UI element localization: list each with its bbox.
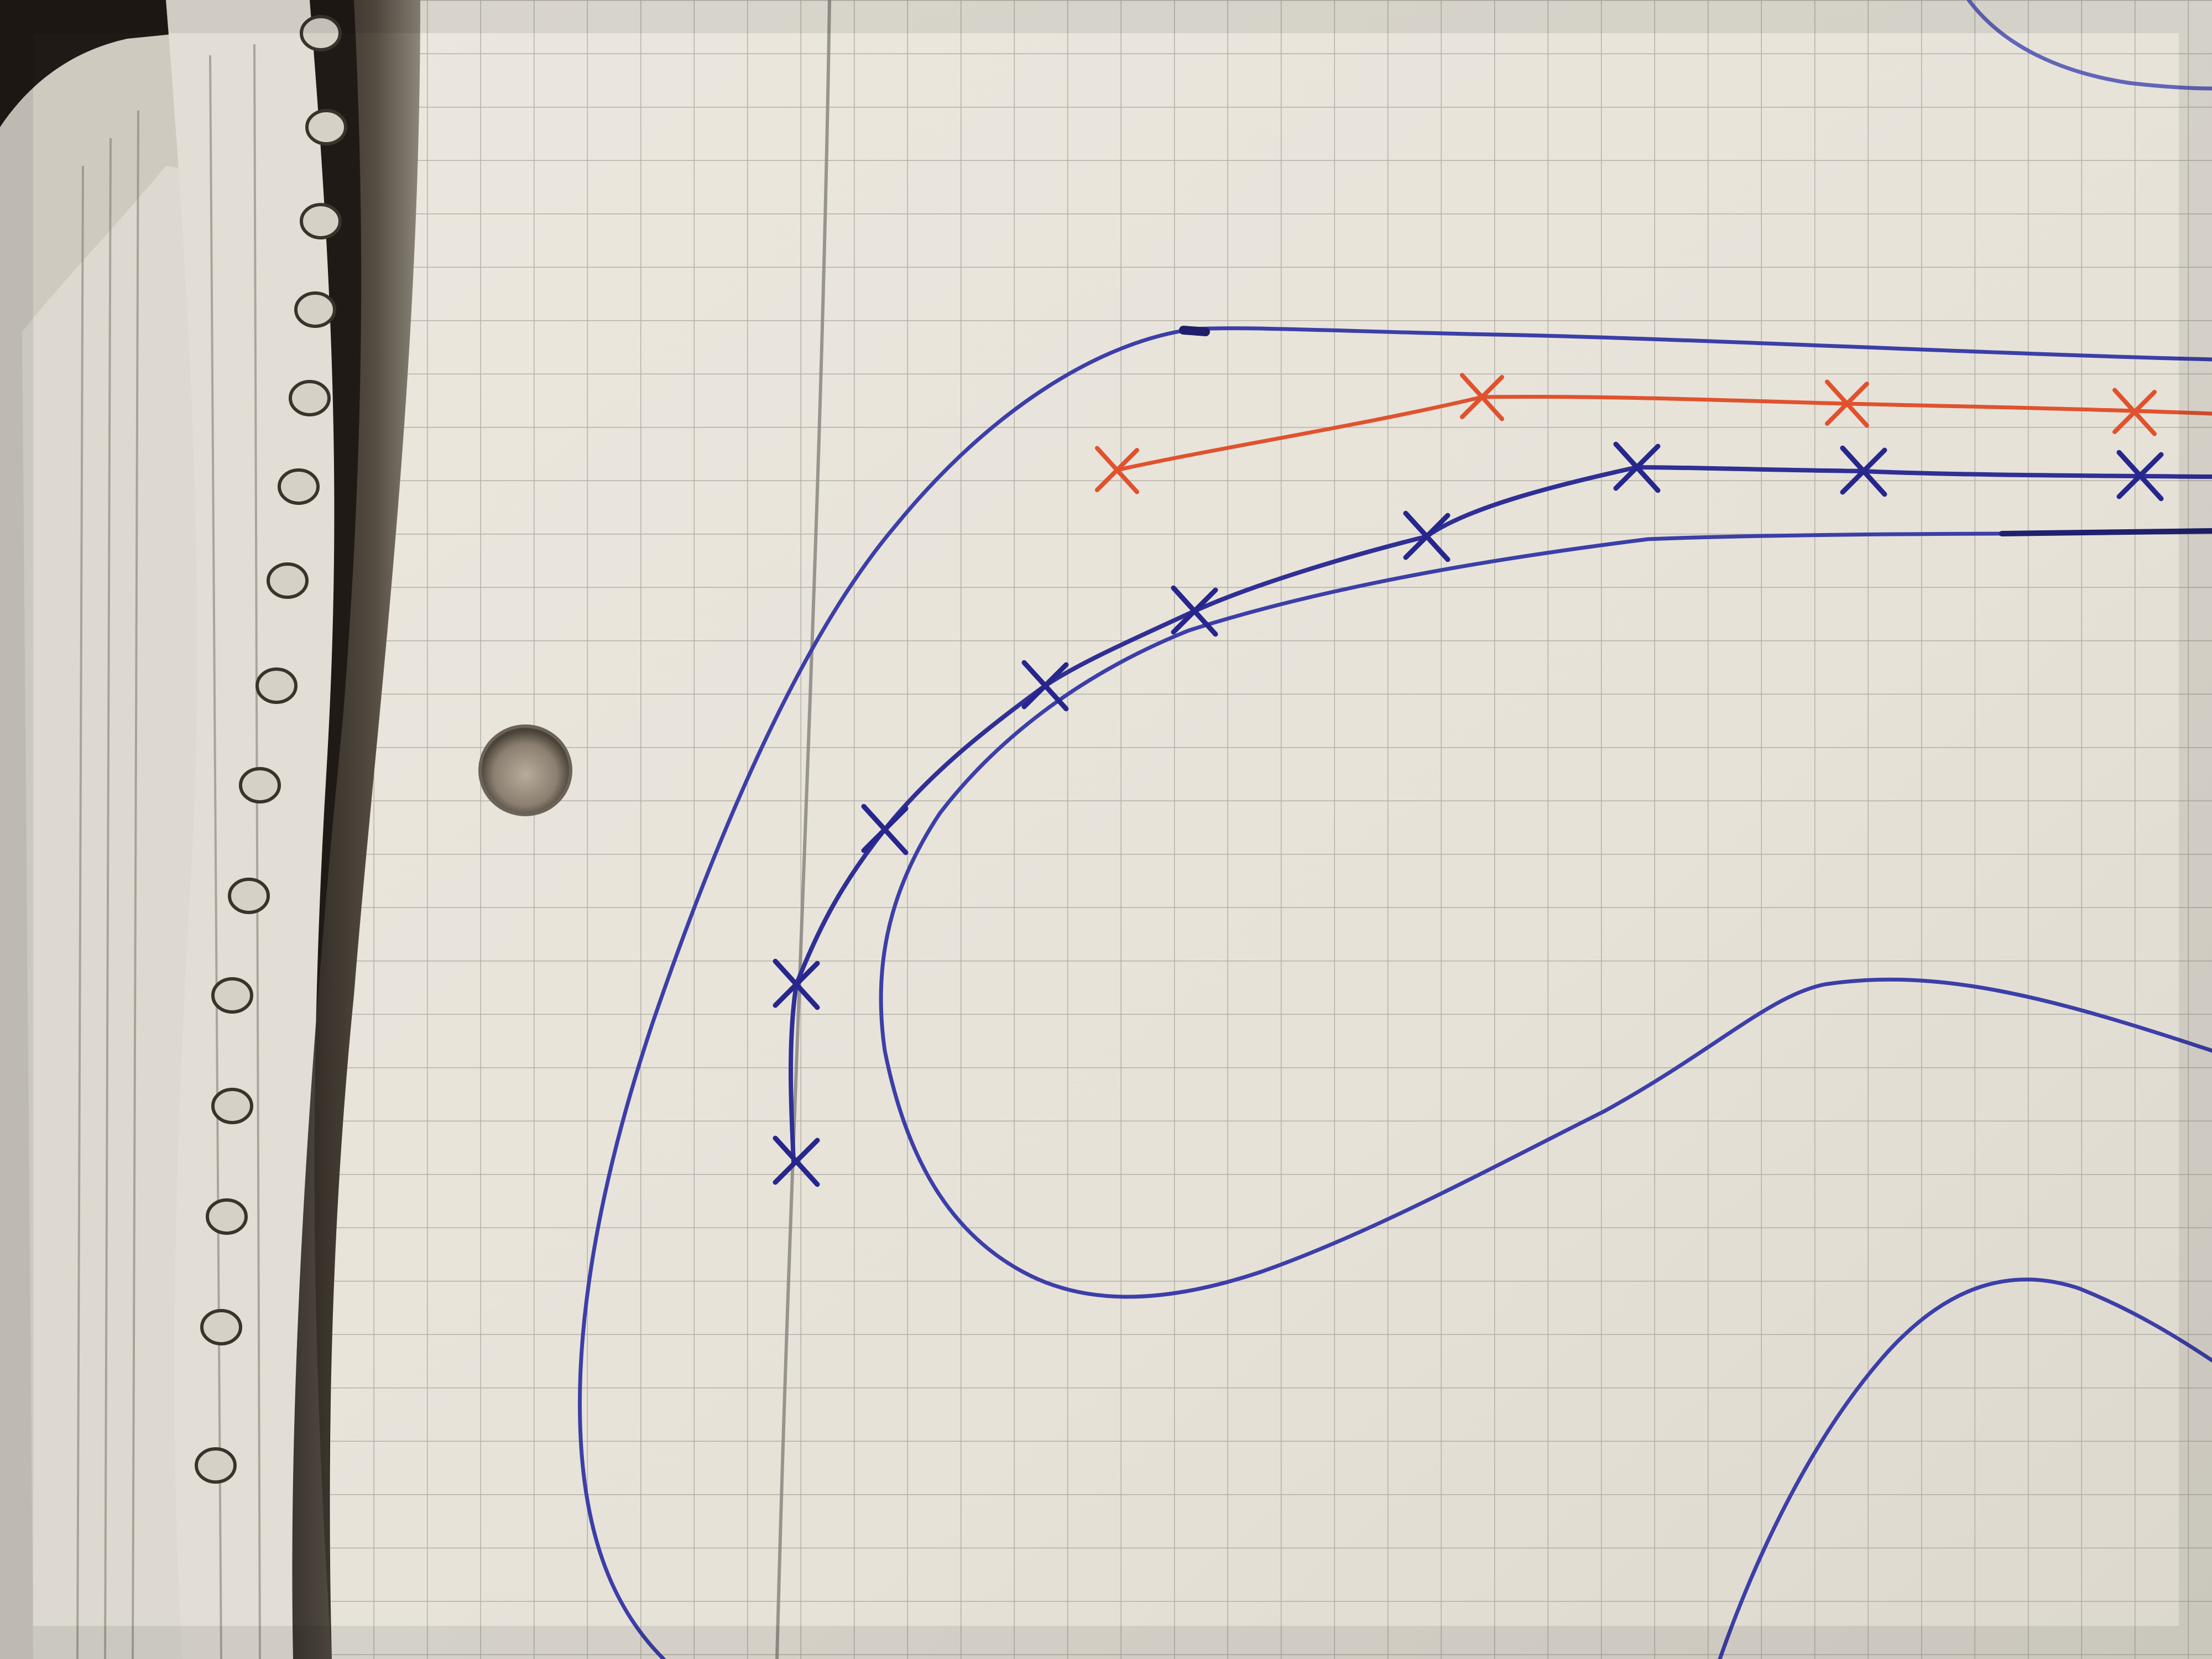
outer-curve xyxy=(578,326,2212,1659)
blue-x-mark xyxy=(1171,585,1218,637)
blue-x-mark xyxy=(861,804,909,855)
outer-curve-corner-dot xyxy=(1179,326,1210,336)
main-page-grid xyxy=(330,0,2212,1659)
punched-hole xyxy=(478,724,572,816)
torn-page-front xyxy=(166,0,335,1659)
x-marks-blue xyxy=(773,441,2164,1187)
torn-page-lines xyxy=(76,44,261,1659)
red-x-mark xyxy=(2112,388,2157,436)
page-edge-shadow xyxy=(292,0,442,1659)
blue-x-mark xyxy=(773,1135,820,1187)
spiral-rings xyxy=(195,15,347,1484)
blue-x-mark xyxy=(1403,510,1451,562)
marked-path-blue xyxy=(789,465,2212,1164)
inner-curve xyxy=(879,529,2212,1299)
red-x-mark xyxy=(1825,379,1869,428)
pen-drawings xyxy=(578,0,2212,1659)
blue-x-mark xyxy=(1840,445,1887,497)
blue-x-mark xyxy=(773,958,820,1010)
blue-x-mark xyxy=(2116,450,2164,502)
red-x-mark xyxy=(1460,373,1504,421)
torn-pages-stack xyxy=(0,0,335,1659)
inner-curve-dark-segment xyxy=(1999,528,2212,536)
blue-x-mark xyxy=(1021,660,1069,712)
blue-x-mark xyxy=(1613,441,1661,493)
red-x-mark xyxy=(1095,446,1139,494)
x-marks-red xyxy=(1095,373,2157,494)
marked-path-red xyxy=(1115,394,2212,472)
main-page xyxy=(330,0,2212,1659)
bottom-right-curve xyxy=(1718,1277,2212,1659)
margin-line xyxy=(775,0,831,1659)
top-right-curve xyxy=(1966,0,2212,91)
